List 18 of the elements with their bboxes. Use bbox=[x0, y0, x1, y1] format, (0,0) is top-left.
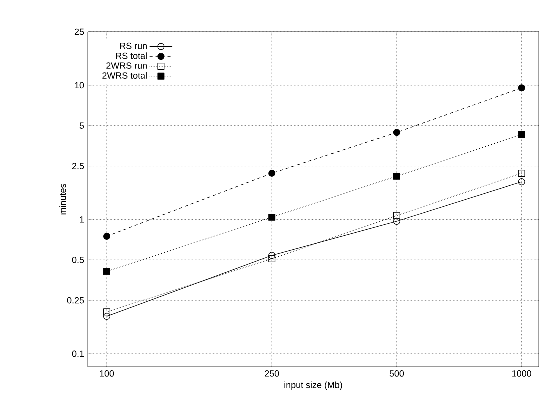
legend-label: 2WRS total bbox=[102, 72, 147, 79]
y-tick-label: 25 bbox=[74, 28, 84, 36]
y-tick-label: 2.5 bbox=[72, 163, 84, 170]
legend-label: RS run bbox=[120, 42, 147, 50]
legend-label: 2WRS run bbox=[106, 62, 147, 69]
y-tick-label: 10 bbox=[75, 82, 84, 89]
x-axis-title: input size (Mb) bbox=[284, 382, 342, 390]
x-tick-label: 100 bbox=[100, 370, 114, 377]
x-tick-label: 1000 bbox=[512, 370, 532, 377]
y-tick-label: 1 bbox=[80, 216, 84, 223]
x-tick-label: 250 bbox=[265, 370, 280, 377]
y-axis-title: minutes bbox=[60, 184, 66, 215]
legend-label: RS total bbox=[116, 52, 147, 60]
y-tick-label: 0.25 bbox=[67, 297, 84, 304]
y-tick-label: 0.5 bbox=[72, 256, 84, 264]
y-tick-label: 0.1 bbox=[72, 350, 84, 358]
x-tick-label: 500 bbox=[390, 370, 404, 377]
y-tick-label: 5 bbox=[80, 122, 84, 129]
